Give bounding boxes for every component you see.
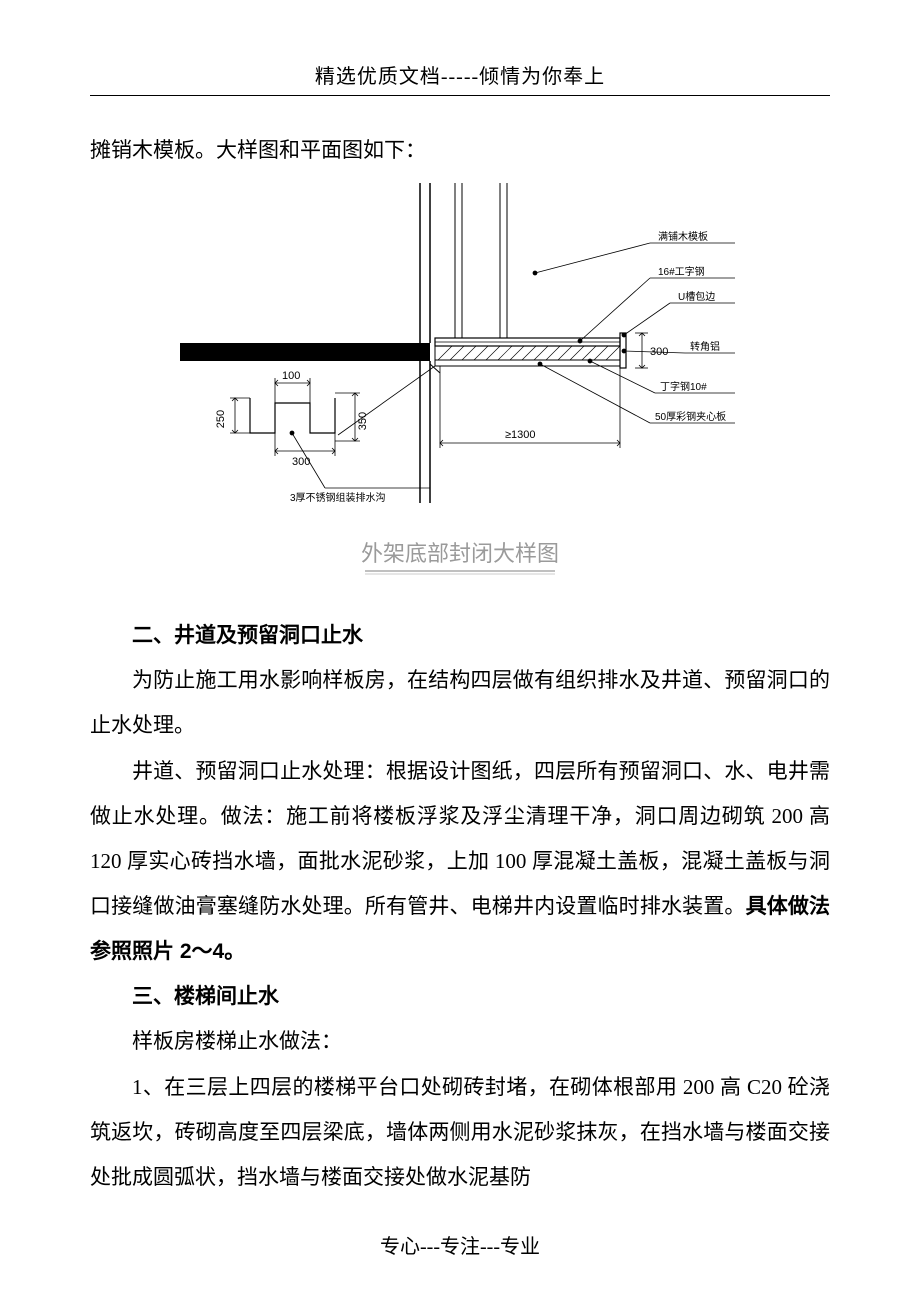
paragraph-lead: 摊销木模板。大样图和平面图如下： bbox=[90, 128, 830, 173]
label-mumoban: 满铺木模板 bbox=[658, 230, 708, 243]
page: 精选优质文档-----倾情为你奉上 摊销木模板。大样图和平面图如下： bbox=[0, 0, 920, 1299]
dim-250: 250 bbox=[215, 410, 227, 428]
label-uchannel: U槽包边 bbox=[678, 290, 715, 303]
header-rule bbox=[90, 95, 830, 96]
paragraph-3: 井道、预留洞口止水处理：根据设计图纸，四层所有预留洞口、水、电井需做止水处理。做… bbox=[90, 749, 830, 975]
label-corner: 转角铝 bbox=[690, 340, 720, 353]
paragraph-3a: 井道、预留洞口止水处理：根据设计图纸，四层所有预留洞口、水、电井需做止水处理。做… bbox=[90, 759, 830, 918]
label-ibeam: 16#工字钢 bbox=[658, 265, 705, 278]
dim-1300: ≥1300 bbox=[505, 429, 536, 441]
paragraph-5: 1、在三层上四层的楼梯平台口处砌砖封堵，在砌体根部用 200 高 C20 砼浇筑… bbox=[90, 1065, 830, 1200]
heading-3-text: 三、楼梯间止水 bbox=[132, 985, 279, 1008]
paragraph-2: 为防止施工用水影响样板房，在结构四层做有组织排水及井道、预留洞口的止水处理。 bbox=[90, 658, 830, 748]
label-panel: 50厚彩钢夹心板 bbox=[655, 410, 726, 423]
heading-3: 三、楼梯间止水 bbox=[90, 974, 830, 1019]
heading-2: 二、井道及预留洞口止水 bbox=[90, 613, 830, 658]
label-gutter: 3厚不锈钢组装排水沟 bbox=[290, 491, 386, 504]
dim-300a: 300 bbox=[292, 456, 310, 468]
label-tsteel: 丁字钢10# bbox=[660, 380, 707, 393]
page-footer: 专心---专注---专业 bbox=[90, 1230, 830, 1259]
section-diagram: 300 bbox=[180, 183, 740, 603]
diagram-caption: 外架底部封闭大样图 bbox=[361, 541, 559, 566]
paragraph-4: 样板房楼梯止水做法： bbox=[90, 1019, 830, 1064]
dim-100: 100 bbox=[282, 370, 300, 382]
diagram-container: 300 bbox=[90, 183, 830, 603]
page-header: 精选优质文档-----倾情为你奉上 bbox=[90, 60, 830, 89]
heading-2-text: 二、井道及预留洞口止水 bbox=[132, 624, 363, 647]
